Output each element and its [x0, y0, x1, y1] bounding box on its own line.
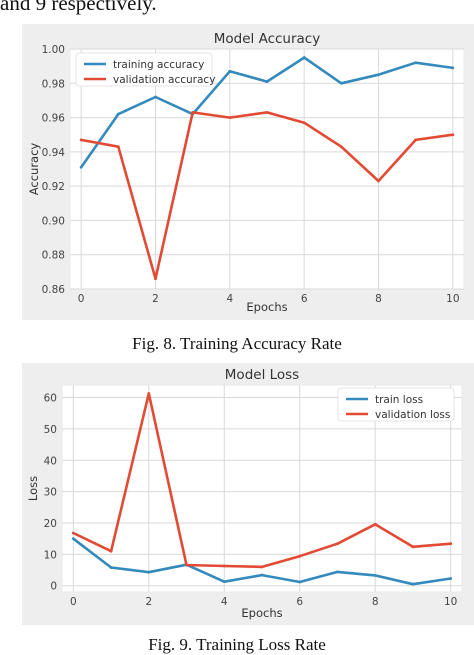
series-2-point: [79, 138, 83, 142]
x-tick-label: 4: [221, 596, 228, 608]
series-1-point: [260, 573, 264, 577]
series-1-point: [228, 69, 232, 73]
x-tick-label: 2: [145, 596, 152, 608]
y-tick-label: 40: [44, 455, 57, 467]
y-tick-label: 0: [50, 581, 57, 593]
y-tick-label: 1.00: [42, 44, 65, 56]
y-tick-label: 50: [44, 424, 57, 436]
series-1-point: [265, 80, 269, 83]
series-1-point: [116, 112, 120, 116]
chart-title: Model Loss: [225, 367, 299, 383]
series-2-point: [109, 549, 113, 553]
x-tick-label: 0: [70, 596, 77, 608]
series-2-point: [302, 121, 306, 125]
legend-label: training accuracy: [113, 59, 204, 71]
series-2-point: [191, 111, 195, 114]
series-2-point: [260, 565, 264, 569]
series-1-point: [414, 61, 418, 65]
x-tick-label: 8: [372, 596, 379, 608]
x-tick-label: 0: [78, 293, 85, 305]
series-2-point: [451, 133, 455, 137]
series-2-point: [298, 554, 302, 558]
series-2-point: [154, 277, 157, 281]
x-tick-label: 2: [152, 293, 159, 305]
series-2-point: [414, 138, 418, 142]
legend-label: validation loss: [375, 409, 450, 421]
series-2-point: [147, 392, 151, 395]
intro-text-fragment: and 9 respectively.: [0, 0, 157, 15]
series-2-point: [449, 542, 453, 546]
y-axis-label: Loss: [26, 476, 40, 501]
series-1-point: [451, 66, 455, 70]
series-2-point: [336, 542, 339, 546]
x-axis-label: Epochs: [246, 300, 287, 314]
series-1-point: [377, 73, 380, 77]
series-2-point: [411, 545, 415, 549]
legend-label: validation accuracy: [113, 74, 215, 86]
series-1-point: [373, 573, 377, 577]
loss-chart: 0 10 20 30 40 50 60 0 2 4 6 8 10 Model Loss Epochs Loss…: [0, 363, 474, 628]
x-tick-label: 6: [296, 596, 303, 608]
y-tick-label: 0.90: [42, 215, 65, 227]
plot-area: [69, 48, 465, 290]
series-1-point: [71, 537, 75, 541]
y-tick-label: 0.94: [42, 147, 66, 159]
series-1-point: [109, 566, 113, 569]
y-tick-label: 10: [44, 549, 57, 561]
x-tick-label: 10: [446, 293, 459, 305]
y-tick-label: 20: [44, 518, 57, 530]
series-2-point: [377, 179, 380, 183]
series-1-point: [411, 582, 415, 586]
series-1-point: [336, 570, 339, 574]
series-1-point: [154, 95, 157, 99]
y-tick-label: 0.92: [42, 181, 65, 193]
series-2-point: [373, 522, 377, 526]
series-1-point: [449, 577, 453, 580]
series-2-point: [71, 531, 75, 535]
series-1-point: [79, 165, 83, 169]
x-tick-label: 4: [226, 293, 233, 305]
y-tick-label: 0.86: [42, 284, 66, 296]
series-2-point: [222, 564, 226, 568]
y-tick-label: 30: [44, 487, 57, 499]
series-1-point: [302, 56, 306, 59]
y-axis-label: Accuracy: [27, 143, 41, 196]
y-tick-label: 0.98: [42, 78, 65, 90]
x-tick-label: 6: [301, 293, 308, 305]
series-2-point: [339, 145, 343, 149]
accuracy-chart: 0.86 0.88 0.90 0.92 0.94 0.96 0.98 1.00 0 2 4 6 8 10 M…: [0, 24, 474, 324]
y-tick-label: 0.96: [42, 113, 66, 125]
figure-8-caption: Fig. 8. Training Accuracy Rate: [132, 334, 342, 353]
legend-box: [75, 52, 213, 87]
x-tick-label: 10: [444, 596, 457, 608]
x-tick-label: 8: [375, 293, 382, 305]
y-tick-label: 60: [44, 393, 57, 405]
series-1-point: [222, 580, 226, 584]
series-1-point: [339, 81, 343, 85]
series-1-point: [298, 580, 302, 584]
series-2-point: [116, 145, 120, 149]
legend-label: train loss: [375, 394, 423, 406]
y-tick-label: 0.88: [42, 250, 65, 262]
series-2-point: [265, 111, 269, 114]
series-2-point: [185, 563, 188, 567]
series-2-point: [228, 116, 232, 119]
series-1-point: [147, 570, 151, 574]
x-axis-label: Epochs: [241, 606, 282, 620]
figure-9-caption: Fig. 9. Training Loss Rate: [148, 635, 326, 654]
chart-title: Model Accuracy: [214, 31, 320, 47]
